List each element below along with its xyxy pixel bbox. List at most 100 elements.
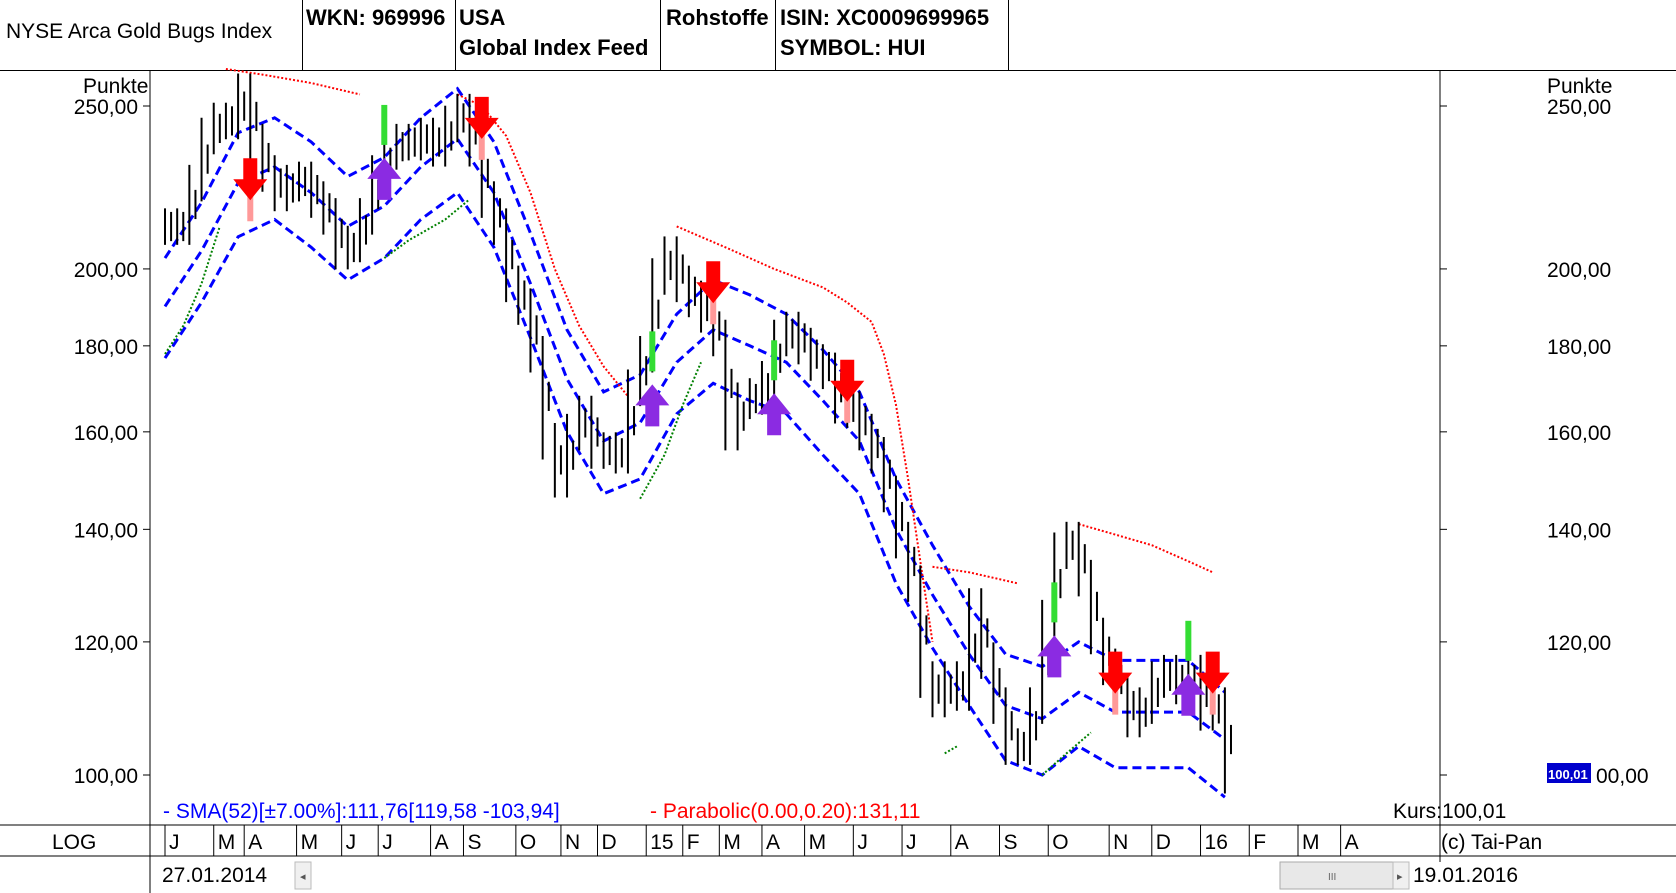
log-scale-label[interactable]: LOG xyxy=(52,831,96,854)
sell-arrow-icon xyxy=(830,359,865,402)
parabolic-sar-segment xyxy=(1041,731,1092,776)
right-axis-unit: Punkte xyxy=(1547,75,1612,98)
symbol-label: SYMBOL: HUI xyxy=(780,35,926,60)
scroll-right-arrow-icon[interactable]: ▸ xyxy=(1397,871,1403,883)
date-tick-label: J xyxy=(906,831,917,854)
exchange-cell: USA Global Index Feed xyxy=(456,0,661,70)
scroll-left-button[interactable] xyxy=(294,861,312,890)
date-tick-label: M xyxy=(723,831,741,854)
plot-area xyxy=(163,68,1232,799)
date-tick-label: F xyxy=(687,831,700,854)
date-tick-label: M xyxy=(218,831,236,854)
y-tick-label-left: 100,00 xyxy=(74,765,138,788)
kurs-legend: Kurs:100,01 xyxy=(1393,800,1506,823)
wkn-label: WKN: 969996 xyxy=(306,5,446,30)
date-tick-label: S xyxy=(467,831,481,854)
buy-arrow-icon xyxy=(367,157,402,200)
parabolic-sar-segment xyxy=(1078,523,1214,574)
date-tick-label: F xyxy=(1253,831,1266,854)
parabolic-sar-segment xyxy=(225,68,361,96)
date-tick-label: A xyxy=(1345,831,1359,854)
sell-signal-bar xyxy=(1112,674,1119,715)
copyright-label: (c) Tai-Pan xyxy=(1441,831,1542,854)
sell-arrow-icon xyxy=(1195,651,1230,694)
buy-arrow-icon xyxy=(1037,635,1072,678)
y-tick-label-right: 120,00 xyxy=(1547,632,1611,655)
date-tick-label: D xyxy=(601,831,616,854)
date-tick-label: M xyxy=(809,831,827,854)
last-price-badge xyxy=(1547,763,1591,783)
y-tick-label-right: 180,00 xyxy=(1547,336,1611,359)
buy-signal-bar xyxy=(771,340,778,381)
sell-signal-bar xyxy=(478,119,485,160)
date-tick-label: N xyxy=(1113,831,1128,854)
y-tick-label-left: 140,00 xyxy=(74,519,138,542)
left-axis-unit: Punkte xyxy=(83,75,148,98)
sell-signal-bar xyxy=(710,284,717,325)
sma-legend: - SMA(52)[±7.00%]:111,76[119,58 -103,94] xyxy=(163,800,560,823)
date-tick-label: J xyxy=(382,831,393,854)
buy-signal-bar xyxy=(649,331,656,372)
scroll-right-button[interactable] xyxy=(1392,861,1410,890)
date-tick-label: A xyxy=(955,831,969,854)
date-tick-label: A xyxy=(248,831,262,854)
parabolic-sar-segment xyxy=(932,565,1019,585)
date-tick-label: N xyxy=(565,831,580,854)
feed-label: Global Index Feed xyxy=(459,35,649,60)
buy-signal-bar xyxy=(1051,582,1058,623)
y-tick-label-right: 250,00 xyxy=(1547,96,1611,119)
parabolic-sar-segment xyxy=(676,225,934,643)
parabolic-sar-segment xyxy=(164,226,221,355)
instrument-name: NYSE Arca Gold Bugs Index xyxy=(6,20,273,43)
y-tick-label-left: 180,00 xyxy=(74,336,138,359)
y-tick-label-right: 140,00 xyxy=(1547,519,1611,542)
scroll-left-arrow-icon[interactable]: ◂ xyxy=(300,871,306,883)
date-tick-label: O xyxy=(1052,831,1068,854)
sell-signal-bar xyxy=(1209,674,1216,715)
date-tick-label: J xyxy=(857,831,868,854)
y-tick-label-right: 00,00 xyxy=(1596,765,1649,788)
sell-arrow-icon xyxy=(1098,651,1133,694)
y-tick-label-left: 200,00 xyxy=(74,259,138,282)
signal-arrows xyxy=(233,96,1230,716)
date-tick-label: S xyxy=(1004,831,1018,854)
parabolic-legend: - Parabolic(0.00,0.20):131,11 xyxy=(650,800,920,823)
buy-signal-bar xyxy=(1185,620,1192,661)
parabolic-sar-segment xyxy=(383,198,471,259)
y-tick-label-left: 160,00 xyxy=(74,422,138,445)
buy-arrow-icon xyxy=(635,384,670,427)
isin-cell: ISIN: XC0009699965 SYMBOL: HUI xyxy=(776,0,1009,70)
right-y-ticks: 120,00 140,00 160,00 180,00 200,00 250,00 00,0… xyxy=(1440,96,1649,788)
parabolic-sar-segment xyxy=(944,745,958,755)
category-label: Rohstoffe xyxy=(666,5,769,30)
price-bars xyxy=(164,73,1232,794)
sell-arrow-icon xyxy=(464,96,499,139)
date-ticks: J M A M J J A S O N D 15 F M A M J J A S O N D 16 F M A xyxy=(164,825,1359,856)
y-tick-label-right: 200,00 xyxy=(1547,259,1611,282)
wkn-cell: WKN: 969996 xyxy=(303,0,456,70)
last-price-badge-text: 100,01 xyxy=(1548,767,1588,782)
buy-arrow-icon xyxy=(1171,673,1206,716)
date-tick-label: O xyxy=(520,831,536,854)
date-tick-label: J xyxy=(346,831,357,854)
country-label: USA xyxy=(459,5,506,30)
isin-label: ISIN: XC0009699965 xyxy=(780,5,990,30)
category-cell: Rohstoffe xyxy=(661,0,776,70)
instrument-name-cell: NYSE Arca Gold Bugs Index xyxy=(0,0,303,70)
date-tick-label: D xyxy=(1156,831,1171,854)
y-tick-label-left: 120,00 xyxy=(74,632,138,655)
y-tick-label-left: 250,00 xyxy=(74,96,138,119)
date-tick-label: 16 xyxy=(1205,831,1228,854)
sma-band-line xyxy=(163,190,1226,799)
scroll-thumb[interactable] xyxy=(1279,861,1394,890)
start-date: 27.01.2014 xyxy=(162,864,267,887)
date-tick-label: M xyxy=(301,831,319,854)
buy-arrow-icon xyxy=(757,393,792,436)
header-divider xyxy=(0,70,1676,71)
sell-signal-bar xyxy=(247,181,254,222)
scroll-grip-icon[interactable]: III xyxy=(1328,872,1336,883)
y-tick-label-right: 160,00 xyxy=(1547,422,1611,445)
left-y-ticks: 100,00 120,00 140,00 160,00 180,00 200,00 250,… xyxy=(74,96,150,788)
